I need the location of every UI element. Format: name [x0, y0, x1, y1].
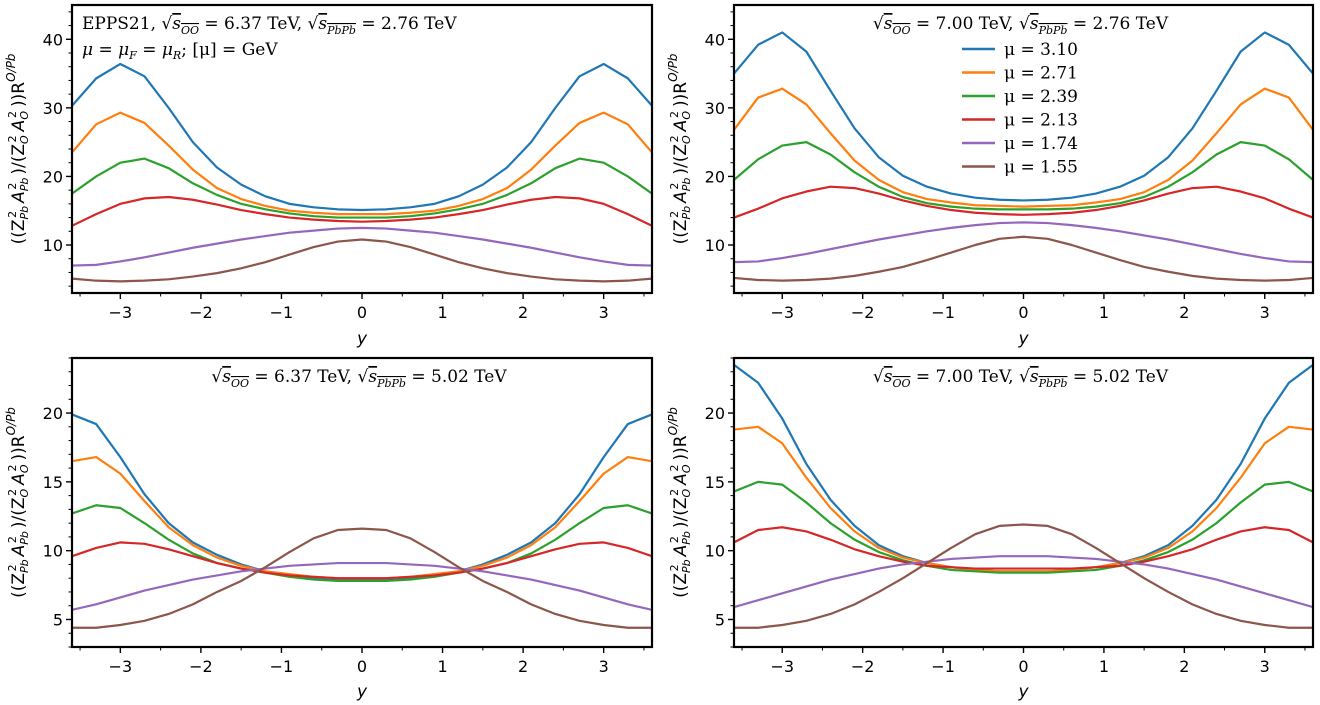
y-axis-label: ((ZPb2APb2)/(ZO2AO2))RO/Pb — [4, 407, 31, 598]
x-tick-label: 1 — [437, 657, 447, 676]
x-tick-label: −3 — [770, 303, 794, 322]
y-axis-label: ((ZPb2APb2)/(ZO2AO2))RO/Pb — [666, 53, 693, 244]
series-line-1.74 — [72, 561, 652, 611]
scale-annotation: μ = μF = μR; [μ] = GeV — [82, 40, 278, 62]
legend-label: μ = 3.10 — [1004, 40, 1078, 60]
x-tick-label: −1 — [931, 657, 955, 676]
x-tick-label: 0 — [1018, 303, 1028, 322]
legend-label: μ = 2.71 — [1004, 64, 1078, 84]
x-tick-label: 2 — [518, 303, 528, 322]
x-axis-label: y — [356, 682, 368, 702]
series-line-2.39 — [734, 480, 1313, 574]
y-tick-label: 20 — [43, 404, 63, 423]
x-tick-label: 1 — [1099, 303, 1109, 322]
x-tick-label: 0 — [357, 303, 367, 322]
series-line-2.13 — [72, 195, 652, 227]
x-tick-label: 0 — [1018, 657, 1028, 676]
series-line-3.10 — [72, 413, 652, 581]
energy-annotation: √sOO = 7.00 TeV, √sPbPb = 2.76 TeV — [873, 14, 1169, 37]
series-line-2.39 — [72, 504, 652, 583]
energy-annotation: √sOO = 6.37 TeV, √sPbPb = 5.02 TeV — [211, 367, 507, 390]
series-line-2.71 — [734, 87, 1313, 208]
series-line-1.74 — [734, 221, 1313, 264]
x-tick-label: −3 — [109, 303, 133, 322]
y-tick-label: 40 — [43, 30, 63, 49]
y-tick-label: 10 — [705, 236, 725, 255]
x-tick-label: 1 — [1099, 657, 1109, 676]
series-line-1.55 — [734, 523, 1313, 629]
x-tick-label: 2 — [518, 657, 528, 676]
legend-label: μ = 2.13 — [1004, 111, 1078, 131]
legend-label: μ = 1.74 — [1004, 134, 1078, 154]
y-tick-label: 15 — [705, 473, 725, 492]
x-tick-label: 0 — [357, 657, 367, 676]
series-line-2.39 — [72, 157, 652, 219]
series-line-2.13 — [734, 185, 1313, 219]
series-line-1.55 — [734, 235, 1313, 282]
axes-frame — [732, 356, 1315, 649]
series-line-2.39 — [734, 141, 1313, 211]
series-line-1.55 — [72, 527, 652, 629]
x-tick-label: 2 — [1179, 303, 1189, 322]
y-tick-label: 10 — [705, 542, 725, 561]
y-tick-label: 5 — [53, 610, 63, 629]
y-tick-label: 20 — [43, 167, 63, 186]
x-axis-label: y — [356, 329, 368, 349]
x-tick-label: 2 — [1179, 657, 1189, 676]
x-tick-label: −2 — [189, 657, 213, 676]
y-tick-label: 5 — [715, 610, 725, 629]
x-tick-label: −1 — [931, 303, 955, 322]
panel-bottom-left: −3 −2 −1 0 1 2 3 5 10 15 20 y ((ZPb2APb2)/(ZO2AO2))R… — [4, 356, 654, 702]
panel-top-left: −3 −2 −1 0 1 2 3 10 20 30 40 y ((ZPb2APb2)/(ZO2AO2))… — [4, 3, 654, 349]
series-line-1.74 — [72, 226, 652, 267]
energy-annotation: √sOO = 7.00 TeV, √sPbPb = 5.02 TeV — [873, 367, 1169, 390]
series-line-3.10 — [734, 363, 1313, 573]
x-axis-label: y — [1017, 682, 1029, 702]
x-tick-label: −1 — [270, 657, 294, 676]
panel-bottom-right: −3 −2 −1 0 1 2 3 5 10 15 20 y ((ZPb2APb2)/(ZO2AO2))R… — [666, 356, 1315, 702]
y-tick-label: 30 — [43, 99, 63, 118]
series-line-2.71 — [72, 111, 652, 216]
y-axis-label: ((ZPb2APb2)/(ZO2AO2))RO/Pb — [666, 407, 693, 598]
y-tick-label: 20 — [705, 404, 725, 423]
y-tick-label: 30 — [705, 99, 725, 118]
series-line-2.71 — [734, 425, 1313, 573]
x-tick-label: 1 — [437, 303, 447, 322]
legend-label: μ = 1.55 — [1004, 158, 1078, 178]
x-tick-label: −3 — [109, 657, 133, 676]
y-tick-label: 10 — [43, 542, 63, 561]
x-tick-label: −1 — [270, 303, 294, 322]
series-line-3.10 — [72, 62, 652, 212]
x-tick-label: −2 — [851, 657, 875, 676]
x-tick-label: 3 — [1260, 303, 1270, 322]
energy-annotation: EPPS21, √sOO = 6.37 TeV, √sPbPb = 2.76 T… — [82, 14, 457, 37]
y-tick-label: 20 — [705, 167, 725, 186]
x-tick-label: 3 — [599, 657, 609, 676]
series-line-1.55 — [72, 238, 652, 283]
x-tick-label: 3 — [1260, 657, 1270, 676]
x-tick-label: −3 — [770, 657, 794, 676]
axes-frame — [70, 356, 654, 649]
x-tick-label: −2 — [851, 303, 875, 322]
x-tick-label: 3 — [599, 303, 609, 322]
series-line-3.10 — [734, 31, 1313, 202]
legend-label: μ = 2.39 — [1004, 87, 1078, 107]
series-line-2.13 — [734, 526, 1313, 570]
y-tick-label: 40 — [705, 30, 725, 49]
y-axis-label: ((ZPb2APb2)/(ZO2AO2))RO/Pb — [4, 53, 31, 244]
panel-top-right: −3 −2 −1 0 1 2 3 10 20 30 40 y ((ZPb2APb2)/(ZO2AO2))… — [666, 3, 1315, 349]
legend: μ = 3.10 μ = 2.71 μ = 2.39 μ = 2.13 μ = 1.74… — [962, 40, 1078, 178]
y-tick-label: 10 — [43, 236, 63, 255]
x-axis-label: y — [1017, 329, 1029, 349]
series-line-2.71 — [72, 455, 652, 580]
y-tick-label: 15 — [43, 473, 63, 492]
series-line-2.13 — [72, 541, 652, 580]
x-tick-label: −2 — [189, 303, 213, 322]
series-line-1.74 — [734, 555, 1313, 609]
